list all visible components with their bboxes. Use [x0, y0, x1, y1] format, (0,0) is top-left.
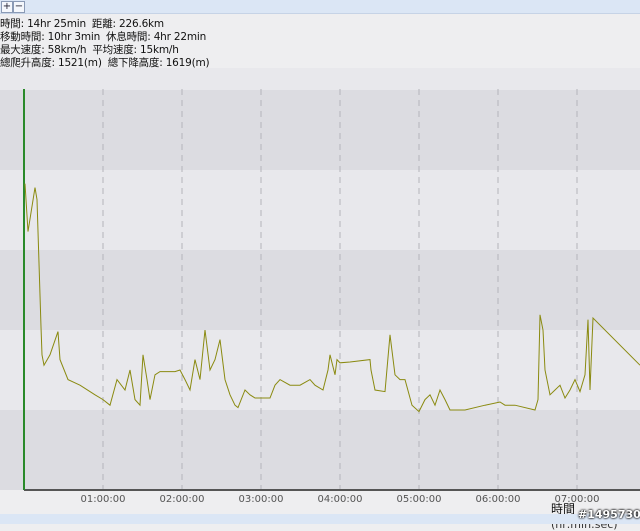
- plot-band: [0, 410, 640, 490]
- plot-band: [0, 170, 640, 250]
- stats-line-2: 移動時間: 10hr 3min 休息時間: 4hr 22min: [0, 29, 212, 44]
- max-speed: 最大速度: 58km/h: [0, 44, 87, 56]
- rest-time: 休息時間: 4hr 22min: [106, 31, 207, 43]
- toolbar: + −: [0, 0, 640, 14]
- speed-series-line: [24, 183, 640, 413]
- x-tick-label: 06:00:00: [476, 494, 521, 505]
- stats-line-3: 最大速度: 58km/h 平均速度: 15km/h: [0, 42, 185, 57]
- total-ascent: 總爬升高度: 1521(m): [0, 57, 102, 69]
- moving-time: 移動時間: 10hr 3min: [0, 31, 101, 43]
- stats-line-1: 時間: 14hr 25min 距離: 226.6km: [0, 16, 170, 31]
- x-tick-label: 03:00:00: [239, 494, 284, 505]
- plot-band: [0, 250, 640, 330]
- plot-band: [0, 68, 640, 90]
- total-time: 時間: 14hr 25min: [0, 18, 86, 30]
- stats-line-4: 總爬升高度: 1521(m) 總下降高度: 1619(m): [0, 55, 215, 70]
- x-tick-label: 07:00:00: [555, 494, 600, 505]
- x-tick-label: 04:00:00: [318, 494, 363, 505]
- x-tick-label: 02:00:00: [160, 494, 205, 505]
- plot-band: [0, 330, 640, 410]
- avg-speed: 平均速度: 15km/h: [92, 44, 179, 56]
- zoom-in-button[interactable]: +: [1, 1, 13, 13]
- bottom-bar: [0, 514, 640, 524]
- watermark: #1495730: [578, 508, 640, 521]
- zoom-out-button[interactable]: −: [13, 1, 25, 13]
- plot-band: [0, 90, 640, 170]
- x-tick-label: 05:00:00: [397, 494, 442, 505]
- total-descent: 總下降高度: 1619(m): [107, 57, 210, 69]
- x-tick-label: 01:00:00: [81, 494, 126, 505]
- distance: 距離: 226.6km: [91, 18, 164, 30]
- x-axis-title: 時間: [551, 502, 576, 516]
